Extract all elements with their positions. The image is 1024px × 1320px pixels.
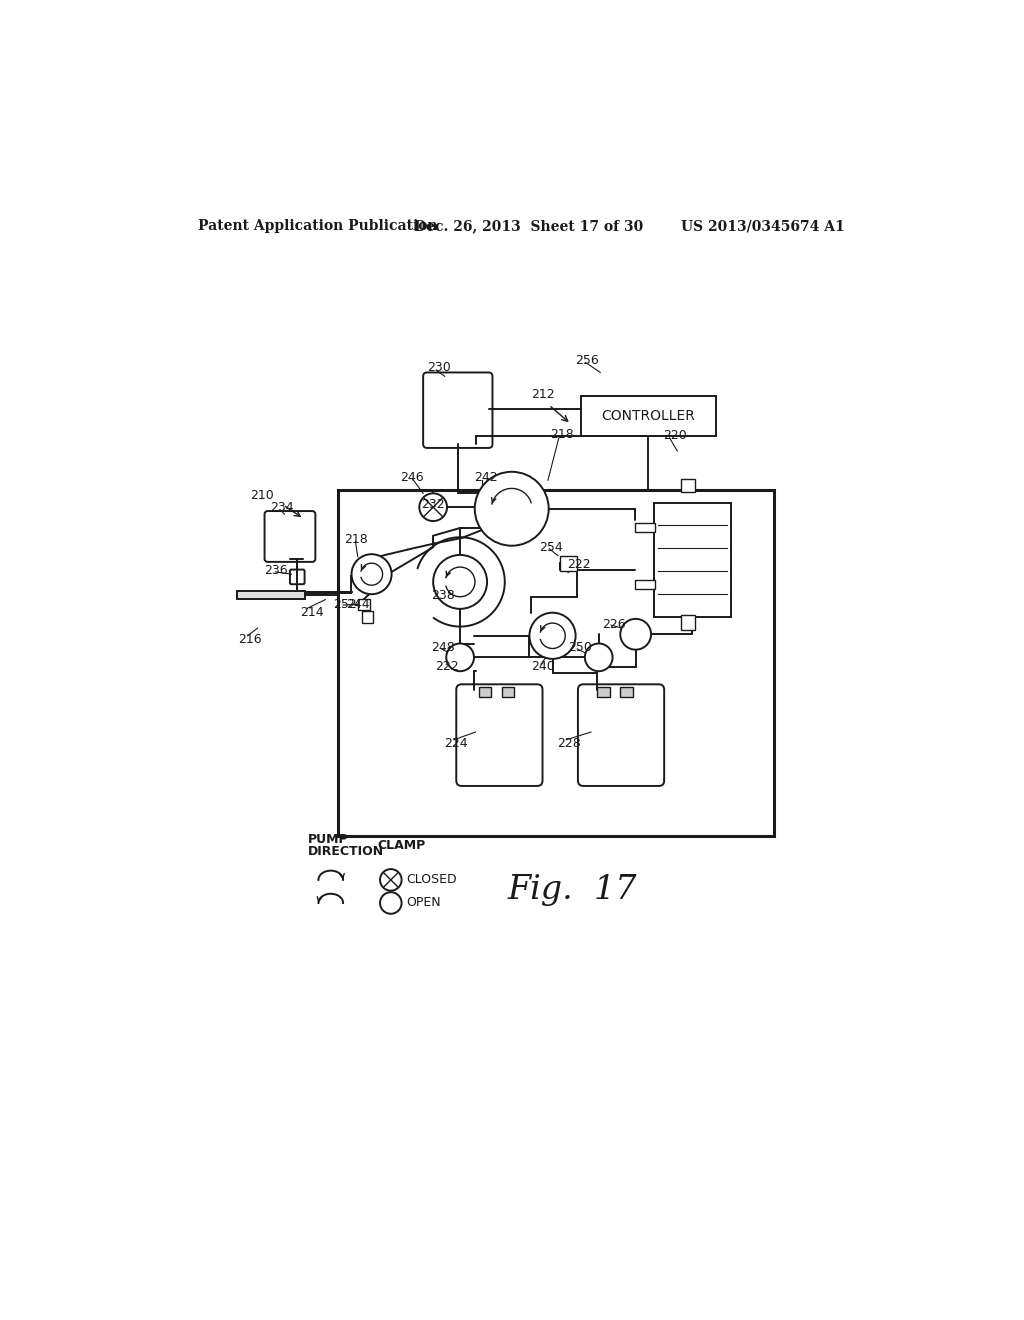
Text: 242: 242 [474,471,498,484]
Bar [581,396,716,436]
Circle shape [529,612,575,659]
Circle shape [433,554,487,609]
Text: 218: 218 [550,428,574,441]
Text: 228: 228 [557,737,581,750]
Text: 236: 236 [264,564,288,577]
Text: Fig.  17: Fig. 17 [508,874,637,906]
Text: 226: 226 [602,618,626,631]
Bar [597,686,609,697]
Bar [635,579,655,589]
Bar [478,686,490,697]
Bar [635,523,655,532]
Text: 238: 238 [431,589,455,602]
FancyBboxPatch shape [457,684,543,785]
Text: 232: 232 [422,499,445,511]
FancyBboxPatch shape [264,511,315,562]
Bar [361,611,373,623]
Circle shape [446,644,474,672]
Bar [654,503,731,616]
Text: PUMP: PUMP [307,833,348,846]
Circle shape [621,619,651,649]
Text: 220: 220 [664,429,687,442]
FancyBboxPatch shape [423,372,493,447]
Text: 246: 246 [400,471,424,484]
FancyBboxPatch shape [578,684,665,785]
Text: 222: 222 [435,660,459,673]
Text: 214: 214 [300,606,324,619]
Text: 240: 240 [531,660,555,673]
Circle shape [585,644,612,672]
Circle shape [380,869,401,891]
Text: Dec. 26, 2013  Sheet 17 of 30: Dec. 26, 2013 Sheet 17 of 30 [414,219,643,234]
Text: 248: 248 [431,640,455,653]
Text: 222: 222 [567,558,591,572]
Text: 244: 244 [346,598,370,611]
Circle shape [351,554,391,594]
Bar [358,599,370,610]
Text: 230: 230 [427,362,451,375]
Bar [339,490,773,836]
Circle shape [475,471,549,545]
Text: CLOSED: CLOSED [407,874,457,887]
Text: 216: 216 [239,634,262,647]
Text: OPEN: OPEN [407,896,441,909]
Text: 234: 234 [270,500,294,513]
Text: 250: 250 [568,640,592,653]
Text: CONTROLLER: CONTROLLER [601,409,695,422]
Bar [681,479,695,492]
Text: 210: 210 [250,490,273,502]
Bar [237,591,304,599]
Bar [681,615,695,631]
FancyBboxPatch shape [290,570,304,585]
Text: 218: 218 [345,533,369,546]
Bar [502,686,514,697]
Bar [560,556,578,572]
Text: 252: 252 [333,598,356,611]
Circle shape [419,494,447,521]
Circle shape [380,892,401,913]
Text: DIRECTION: DIRECTION [307,845,384,858]
Text: Patent Application Publication: Patent Application Publication [199,219,438,234]
Text: US 2013/0345674 A1: US 2013/0345674 A1 [681,219,845,234]
Text: 256: 256 [575,354,599,367]
Text: CLAMP: CLAMP [377,838,425,851]
Bar [621,686,633,697]
Text: 254: 254 [539,541,562,554]
Text: 212: 212 [531,388,555,401]
Text: 224: 224 [444,737,468,750]
